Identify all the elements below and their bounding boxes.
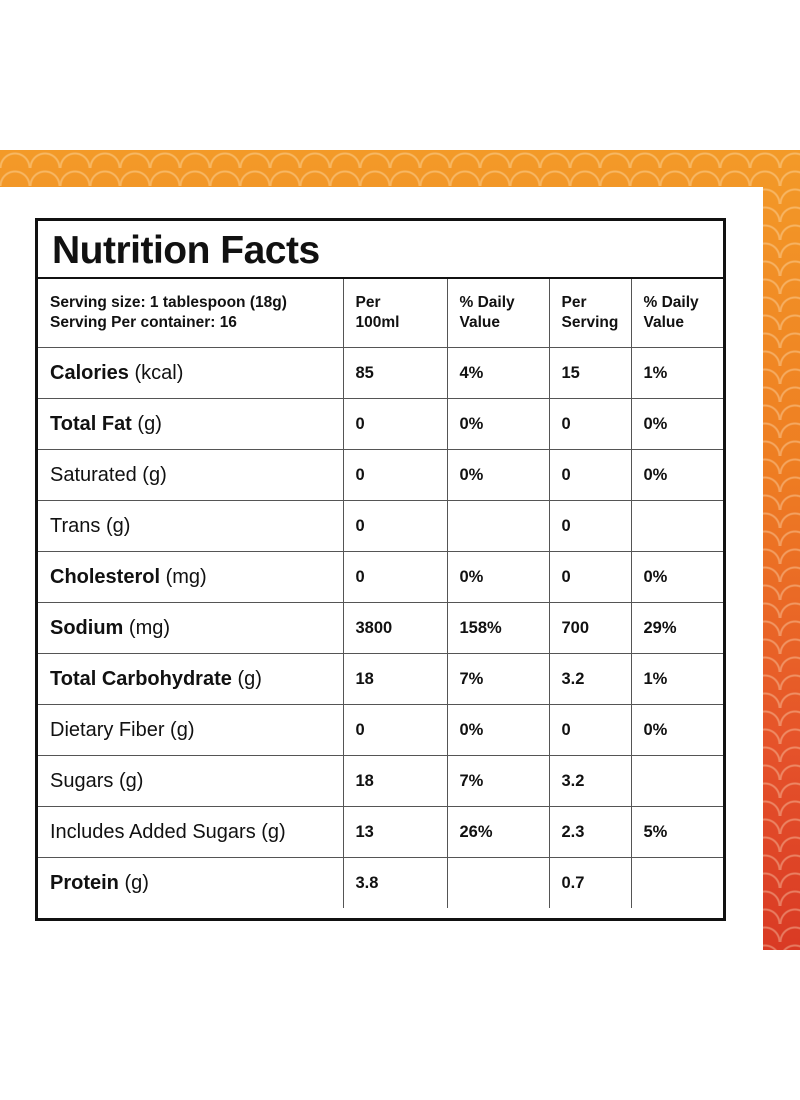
serving-size: Serving size: 1 tablespoon (18g) [50, 294, 287, 311]
value-per-serving: 3.2 [548, 653, 632, 705]
nutrient-unit: (g) [124, 871, 149, 894]
daily-value-serving: 0% [630, 449, 723, 501]
daily-value-100ml: 0% [446, 551, 550, 603]
nutrient-name: Total Carbohydrate [50, 667, 232, 690]
table-row: Includes Added Sugars (g) 13 26% 2.3 5% [38, 806, 723, 858]
nutrient-name-cell: Includes Added Sugars (g) [38, 806, 344, 858]
value-per-serving: 2.3 [548, 806, 632, 858]
table-row: Protein (g) 3.8 0.7 [38, 857, 723, 908]
daily-value-serving: 29% [630, 602, 723, 654]
value-per-serving: 700 [548, 602, 632, 654]
nutrient-name-cell: Protein (g) [38, 857, 344, 908]
daily-value-100ml: 0% [446, 398, 550, 450]
value-per-100ml: 3.8 [342, 857, 448, 908]
nutrient-name: Saturated [50, 463, 137, 486]
nutrient-name-cell: Sugars (g) [38, 755, 344, 807]
nutrient-name-cell: Calories (kcal) [38, 347, 344, 399]
table-row: Dietary Fiber (g) 0 0% 0 0% [38, 704, 723, 756]
value-per-100ml: 0 [342, 398, 448, 450]
value-per-100ml: 18 [342, 755, 448, 807]
daily-value-100ml [446, 500, 550, 552]
nutrient-name-cell: Total Fat (g) [38, 398, 344, 450]
nutrition-table: Serving size: 1 tablespoon (18g) Serving… [38, 279, 723, 908]
nutrient-name: Calories [50, 361, 129, 384]
nutrient-name: Protein [50, 871, 119, 894]
nutrient-name-cell: Saturated (g) [38, 449, 344, 501]
value-per-serving: 3.2 [548, 755, 632, 807]
nutrient-name-cell: Cholesterol (mg) [38, 551, 344, 603]
nutrient-unit: (g) [142, 463, 167, 486]
table-row: Total Fat (g) 0 0% 0 0% [38, 398, 723, 450]
nutrient-unit: (g) [137, 412, 162, 435]
value-per-100ml: 0 [342, 500, 448, 552]
daily-value-serving [630, 857, 723, 908]
daily-value-100ml: 26% [446, 806, 550, 858]
nutrient-name-cell: Sodium (mg) [38, 602, 344, 654]
table-row: Sodium (mg) 3800 158% 700 29% [38, 602, 723, 654]
daily-value-serving: 0% [630, 398, 723, 450]
value-per-100ml: 3800 [342, 602, 448, 654]
nutrient-name-cell: Total Carbohydrate (g) [38, 653, 344, 705]
value-per-serving: 0 [548, 551, 632, 603]
nutrient-name: Includes Added Sugars [50, 820, 256, 843]
nutrient-unit: (g) [237, 667, 262, 690]
servings-per-container: Serving Per container: 16 [50, 314, 237, 331]
value-per-serving: 15 [548, 347, 632, 399]
value-per-100ml: 0 [342, 704, 448, 756]
nutrient-name: Sugars [50, 769, 114, 792]
col-header-per-serving: Per Serving [548, 279, 632, 348]
nutrient-name-cell: Dietary Fiber (g) [38, 704, 344, 756]
nutrient-unit: (g) [261, 820, 286, 843]
col-header-daily-value-serving: % Daily Value [630, 279, 723, 348]
nutrition-facts-panel: Nutrition Facts Serving size: 1 tablespo… [35, 218, 726, 921]
nutrient-unit: (mg) [165, 565, 207, 588]
nutrient-name: Sodium [50, 616, 124, 639]
table-row: Sugars (g) 18 7% 3.2 [38, 755, 723, 807]
nutrient-name: Dietary Fiber [50, 718, 165, 741]
daily-value-100ml [446, 857, 550, 908]
serving-info-cell: Serving size: 1 tablespoon (18g) Serving… [38, 279, 344, 348]
daily-value-100ml: 7% [446, 653, 550, 705]
nutrient-name: Cholesterol [50, 565, 161, 588]
daily-value-serving [630, 755, 723, 807]
daily-value-serving: 1% [630, 653, 723, 705]
daily-value-serving: 5% [630, 806, 723, 858]
daily-value-100ml: 7% [446, 755, 550, 807]
value-per-serving: 0 [548, 500, 632, 552]
nutrient-unit: (g) [170, 718, 195, 741]
nutrient-unit: (kcal) [134, 361, 184, 384]
value-per-serving: 0 [548, 398, 632, 450]
nutrient-name: Trans [50, 514, 101, 537]
value-per-100ml: 0 [342, 551, 448, 603]
value-per-100ml: 18 [342, 653, 448, 705]
daily-value-100ml: 4% [446, 347, 550, 399]
col-header-daily-value-100ml: % Daily Value [446, 279, 550, 348]
daily-value-100ml: 0% [446, 704, 550, 756]
value-per-serving: 0.7 [548, 857, 632, 908]
col-header-per-100ml: Per 100ml [342, 279, 448, 348]
table-row: Cholesterol (mg) 0 0% 0 0% [38, 551, 723, 603]
daily-value-100ml: 0% [446, 449, 550, 501]
nutrient-unit: (g) [118, 769, 144, 792]
value-per-serving: 0 [548, 704, 632, 756]
nutrient-unit: (mg) [128, 616, 171, 639]
table-row: Saturated (g) 0 0% 0 0% [38, 449, 723, 501]
daily-value-100ml: 158% [446, 602, 550, 654]
nutrient-unit: (g) [105, 514, 131, 537]
nutrient-name-cell: Trans (g) [38, 500, 344, 552]
daily-value-serving: 1% [630, 347, 723, 399]
daily-value-serving [630, 500, 723, 552]
daily-value-serving: 0% [630, 704, 723, 756]
value-per-serving: 0 [548, 449, 632, 501]
table-row: Trans (g) 0 0 [38, 500, 723, 552]
value-per-100ml: 85 [342, 347, 448, 399]
table-row: Calories (kcal) 85 4% 15 1% [38, 347, 723, 399]
nutrient-name: Total Fat [50, 412, 132, 435]
table-row: Total Carbohydrate (g) 18 7% 3.2 1% [38, 653, 723, 705]
value-per-100ml: 0 [342, 449, 448, 501]
daily-value-serving: 0% [630, 551, 723, 603]
value-per-100ml: 13 [342, 806, 448, 858]
table-header-row: Serving size: 1 tablespoon (18g) Serving… [38, 279, 723, 348]
nutrition-facts-title: Nutrition Facts [38, 221, 723, 279]
